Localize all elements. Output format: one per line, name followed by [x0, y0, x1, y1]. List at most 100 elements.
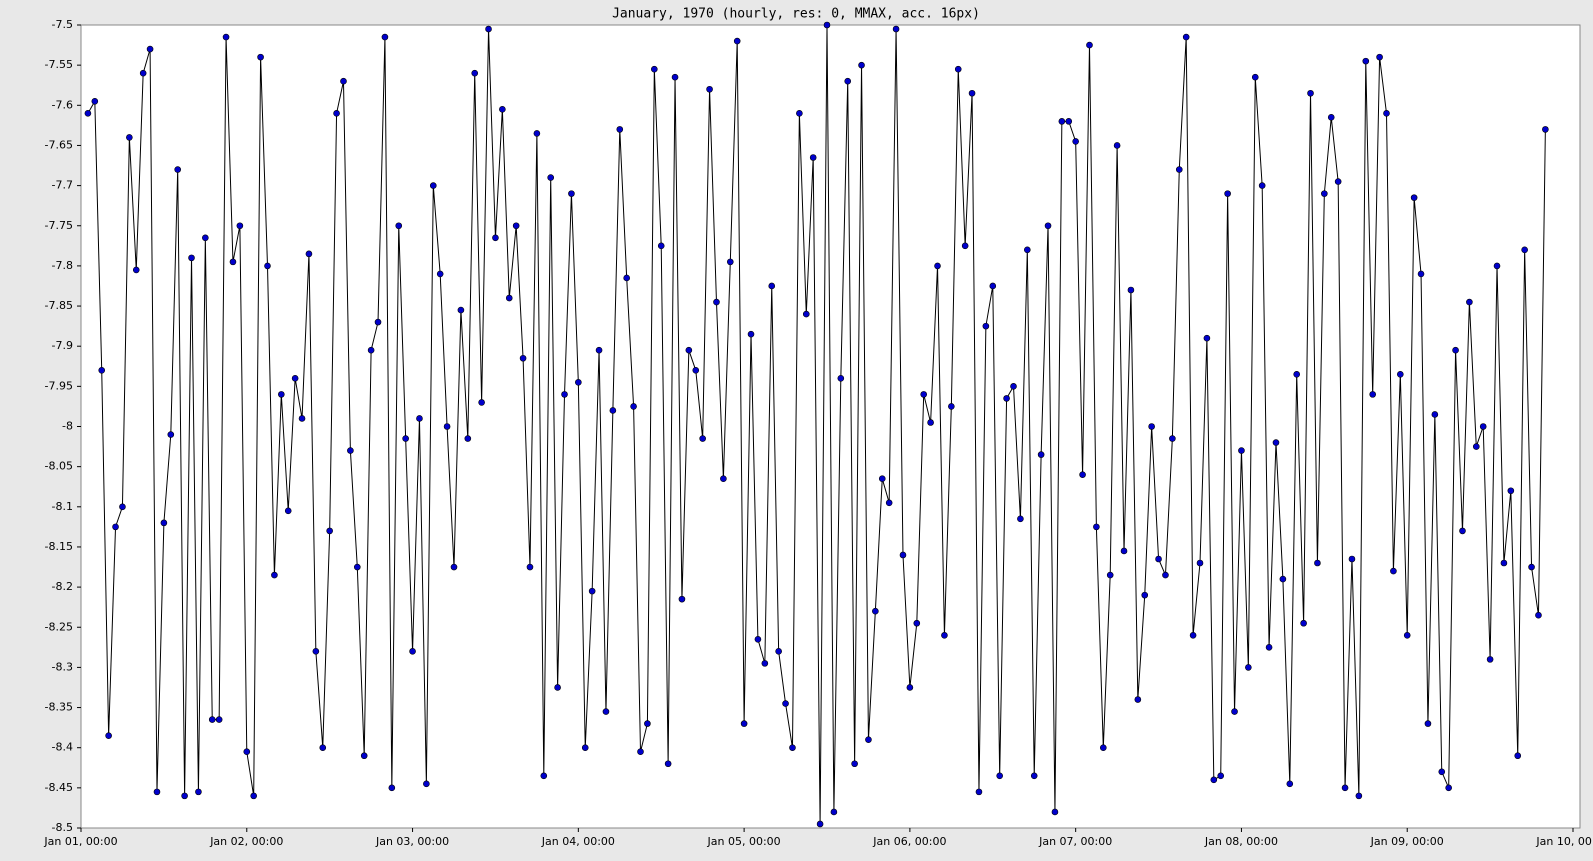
data-point — [775, 648, 782, 655]
data-point — [1086, 41, 1093, 49]
data-point — [692, 366, 700, 374]
data-point — [1493, 262, 1501, 270]
data-point — [98, 366, 106, 374]
data-point — [119, 503, 126, 511]
data-point — [989, 282, 997, 290]
y-tick-label: -7.65 — [45, 138, 73, 151]
data-point — [1169, 435, 1176, 442]
data-point — [747, 330, 755, 338]
data-point — [381, 33, 389, 41]
data-point — [1300, 619, 1307, 627]
data-point — [678, 595, 686, 603]
data-point — [319, 744, 327, 752]
data-point — [554, 684, 561, 691]
x-tick-label: Jan 08, 00:00 — [1204, 835, 1278, 848]
data-point — [160, 519, 168, 527]
data-point — [1528, 563, 1535, 571]
data-point — [547, 174, 555, 181]
data-point — [326, 527, 333, 535]
data-point — [644, 720, 651, 727]
data-point — [844, 77, 852, 85]
data-point — [208, 716, 216, 723]
data-point — [1134, 696, 1142, 703]
data-point — [457, 306, 465, 314]
data-point — [1507, 487, 1515, 495]
data-point — [961, 242, 969, 250]
data-point — [630, 403, 637, 410]
y-tick-label: -7.55 — [45, 58, 73, 71]
data-point — [1231, 708, 1238, 715]
series-line — [87, 24, 1546, 824]
data-point — [264, 262, 271, 270]
data-point — [899, 551, 907, 559]
data-point — [533, 130, 541, 137]
x-tick-label: Jan 03, 00:00 — [375, 835, 449, 848]
data-point — [906, 684, 914, 691]
data-point — [1258, 182, 1266, 189]
y-tick-label: -7.9 — [52, 339, 73, 352]
data-point — [222, 33, 230, 41]
data-point — [1397, 371, 1404, 378]
data-point — [271, 571, 278, 579]
data-point — [250, 792, 257, 800]
data-point — [499, 106, 506, 113]
data-point — [637, 748, 644, 756]
data-point — [975, 788, 983, 796]
data-point — [84, 110, 92, 117]
data-point — [561, 391, 568, 398]
data-point — [1417, 270, 1425, 278]
data-point — [1238, 447, 1245, 454]
y-tick-label: -7.75 — [45, 219, 73, 232]
data-point — [1334, 178, 1342, 185]
data-point — [913, 619, 921, 627]
data-point — [1293, 371, 1301, 378]
data-point — [996, 772, 1003, 780]
data-point — [1210, 776, 1218, 784]
data-point — [1120, 547, 1128, 555]
y-tick-label: -8.2 — [52, 580, 73, 593]
x-tick-label: Jan 05, 00:00 — [707, 835, 781, 848]
data-point — [851, 760, 858, 768]
data-point — [388, 784, 396, 792]
data-point — [1024, 246, 1031, 254]
data-point — [568, 190, 575, 197]
data-point — [1383, 110, 1390, 117]
data-point — [1341, 784, 1349, 792]
data-point — [402, 435, 409, 442]
data-point — [1037, 451, 1045, 458]
data-point — [519, 354, 527, 362]
data-point — [243, 748, 251, 756]
data-point — [1265, 644, 1273, 651]
data-point — [768, 282, 776, 290]
data-point — [278, 391, 285, 398]
x-tick-label: Jan 09, 00:00 — [1370, 835, 1444, 848]
data-point — [1348, 555, 1356, 563]
data-point — [1410, 194, 1418, 201]
data-point — [623, 274, 630, 282]
data-point — [236, 222, 244, 230]
data-point — [740, 720, 748, 727]
data-point — [347, 447, 354, 454]
data-point — [1162, 571, 1169, 579]
data-point — [146, 45, 154, 53]
y-tick-label: -7.8 — [52, 259, 73, 272]
data-point — [1535, 611, 1542, 619]
data-point — [1093, 523, 1100, 531]
data-point — [1196, 559, 1204, 567]
data-point — [1030, 772, 1038, 780]
x-tick-label: Jan 10, 00:00 — [1535, 835, 1593, 848]
data-point — [1369, 391, 1376, 398]
data-point — [450, 563, 458, 571]
data-point — [105, 732, 112, 739]
data-point — [802, 310, 810, 318]
data-point — [1279, 575, 1287, 583]
data-point — [132, 266, 140, 274]
data-point — [1203, 334, 1211, 342]
data-point — [1010, 383, 1017, 390]
data-point — [540, 772, 548, 780]
data-point — [706, 85, 713, 93]
data-point — [575, 379, 582, 386]
data-point — [968, 89, 976, 97]
data-point — [1065, 118, 1073, 125]
